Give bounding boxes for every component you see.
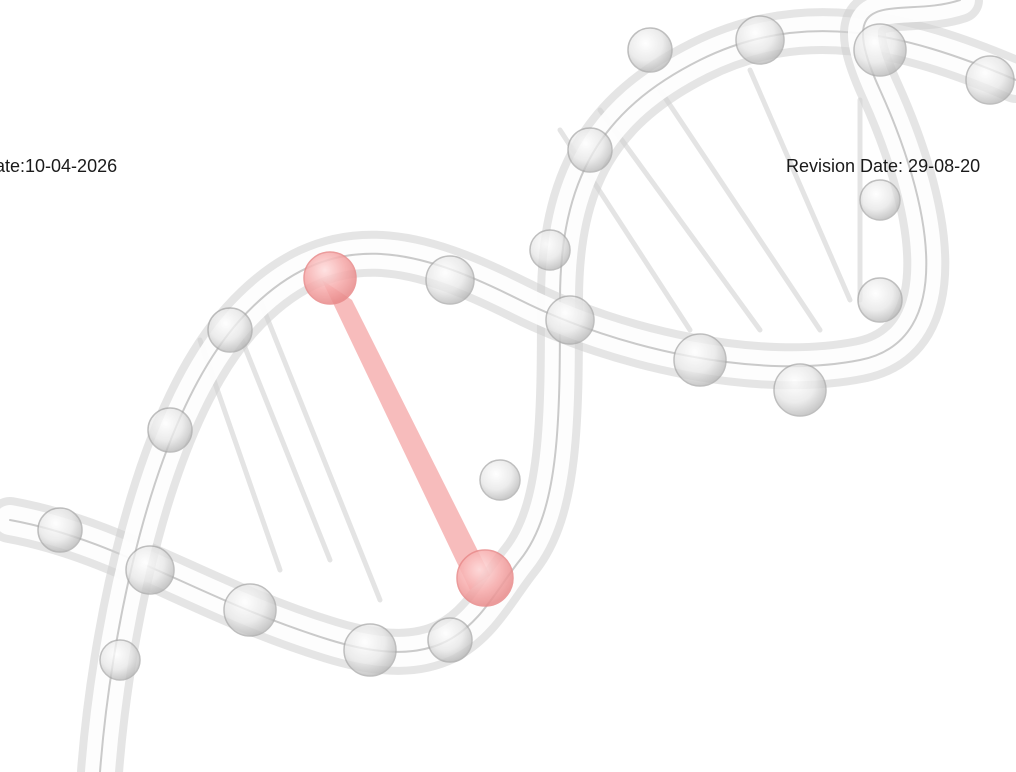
issue-date-text: Date:10-04-2026 (0, 156, 118, 176)
revision-date-text: Revision Date: 29-08-20 (786, 156, 981, 176)
